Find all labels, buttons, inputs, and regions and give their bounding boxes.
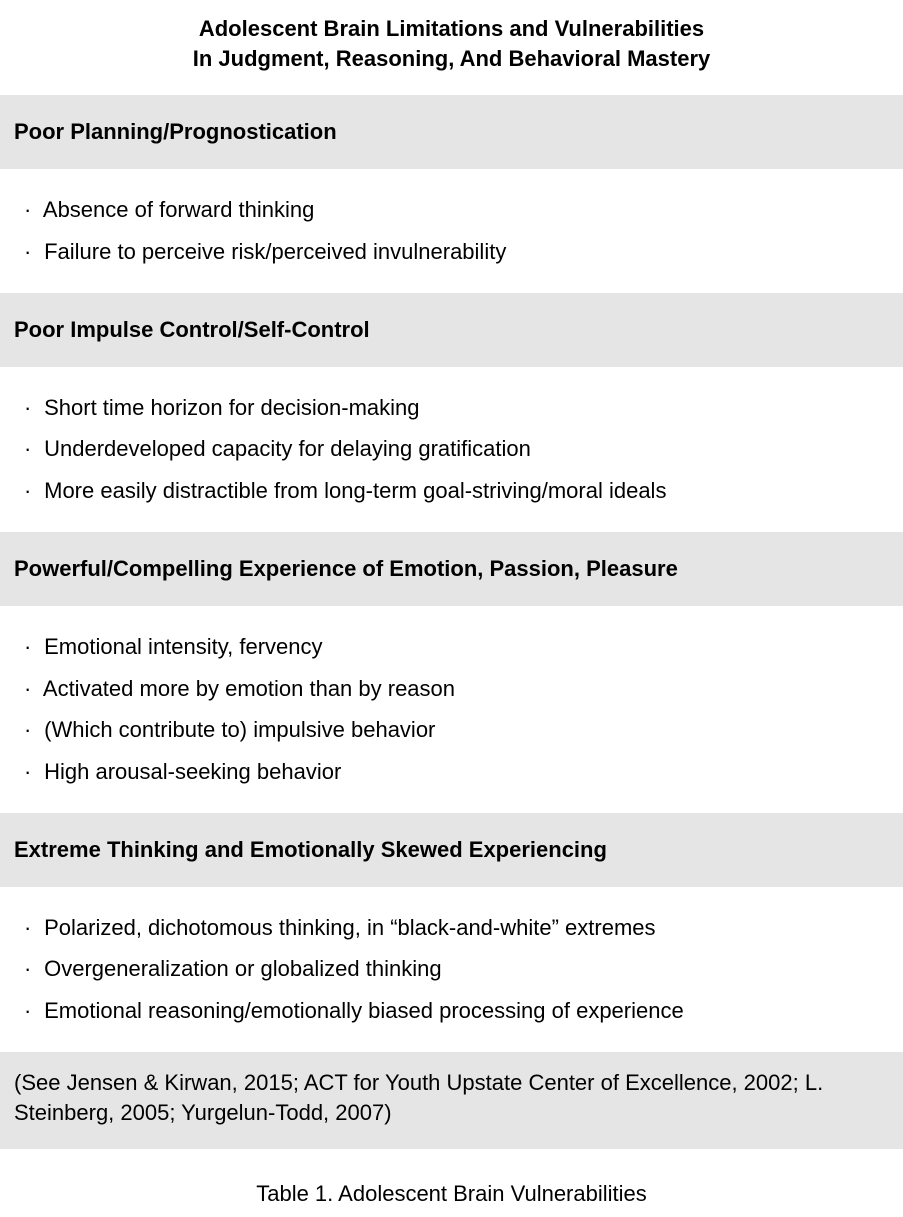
section-items: · Absence of forward thinking· Failure t… bbox=[0, 169, 903, 292]
table-title: Adolescent Brain Limitations and Vulnera… bbox=[0, 0, 903, 95]
section-items: · Emotional intensity, fervency· Activat… bbox=[0, 606, 903, 813]
title-line-2: In Judgment, Reasoning, And Behavioral M… bbox=[0, 44, 903, 74]
section-items: · Short time horizon for decision-making… bbox=[0, 367, 903, 532]
list-item-text: More easily distractible from long-term … bbox=[38, 478, 666, 503]
list-item: · (Which contribute to) impulsive behavi… bbox=[14, 709, 889, 751]
list-item: · Underdeveloped capacity for delaying g… bbox=[14, 428, 889, 470]
list-item-text: Underdeveloped capacity for delaying gra… bbox=[38, 436, 531, 461]
list-item: · More easily distractible from long-ter… bbox=[14, 470, 889, 512]
list-item-text: Emotional reasoning/emotionally biased p… bbox=[38, 998, 684, 1023]
list-item: · Overgeneralization or globalized think… bbox=[14, 948, 889, 990]
table-caption: Table 1. Adolescent Brain Vulnerabilitie… bbox=[0, 1149, 903, 1217]
bullet-icon: · bbox=[24, 434, 38, 464]
bullet-icon: · bbox=[24, 913, 38, 943]
bullet-icon: · bbox=[24, 237, 38, 267]
list-item-text: Overgeneralization or globalized thinkin… bbox=[38, 956, 442, 981]
section-header: Poor Planning/Prognostication bbox=[0, 95, 903, 169]
citations: (See Jensen & Kirwan, 2015; ACT for Yout… bbox=[0, 1052, 903, 1150]
list-item-text: Absence of forward thinking bbox=[38, 197, 314, 222]
section-header: Poor Impulse Control/Self-Control bbox=[0, 293, 903, 367]
list-item-text: Polarized, dichotomous thinking, in “bla… bbox=[38, 915, 656, 940]
section-header: Extreme Thinking and Emotionally Skewed … bbox=[0, 813, 903, 887]
list-item: · Failure to perceive risk/perceived inv… bbox=[14, 231, 889, 273]
bullet-icon: · bbox=[24, 715, 38, 745]
bullet-icon: · bbox=[24, 195, 38, 225]
bullet-icon: · bbox=[24, 674, 38, 704]
list-item: · Activated more by emotion than by reas… bbox=[14, 668, 889, 710]
bullet-icon: · bbox=[24, 476, 38, 506]
list-item: · Short time horizon for decision-making bbox=[14, 387, 889, 429]
list-item-text: (Which contribute to) impulsive behavior bbox=[38, 717, 435, 742]
list-item-text: High arousal-seeking behavior bbox=[38, 759, 341, 784]
bullet-icon: · bbox=[24, 393, 38, 423]
section-header: Powerful/Compelling Experience of Emotio… bbox=[0, 532, 903, 606]
bullet-icon: · bbox=[24, 757, 38, 787]
list-item-text: Failure to perceive risk/perceived invul… bbox=[38, 239, 506, 264]
bullet-icon: · bbox=[24, 954, 38, 984]
bullet-icon: · bbox=[24, 632, 38, 662]
section-items: · Polarized, dichotomous thinking, in “b… bbox=[0, 887, 903, 1052]
list-item: · High arousal-seeking behavior bbox=[14, 751, 889, 793]
list-item-text: Short time horizon for decision-making bbox=[38, 395, 420, 420]
list-item: · Emotional reasoning/emotionally biased… bbox=[14, 990, 889, 1032]
list-item: · Emotional intensity, fervency bbox=[14, 626, 889, 668]
list-item-text: Activated more by emotion than by reason bbox=[38, 676, 455, 701]
table-body: Poor Planning/Prognostication· Absence o… bbox=[0, 95, 903, 1051]
list-item: · Absence of forward thinking bbox=[14, 189, 889, 231]
list-item-text: Emotional intensity, fervency bbox=[38, 634, 323, 659]
title-line-1: Adolescent Brain Limitations and Vulnera… bbox=[0, 14, 903, 44]
bullet-icon: · bbox=[24, 996, 38, 1026]
list-item: · Polarized, dichotomous thinking, in “b… bbox=[14, 907, 889, 949]
